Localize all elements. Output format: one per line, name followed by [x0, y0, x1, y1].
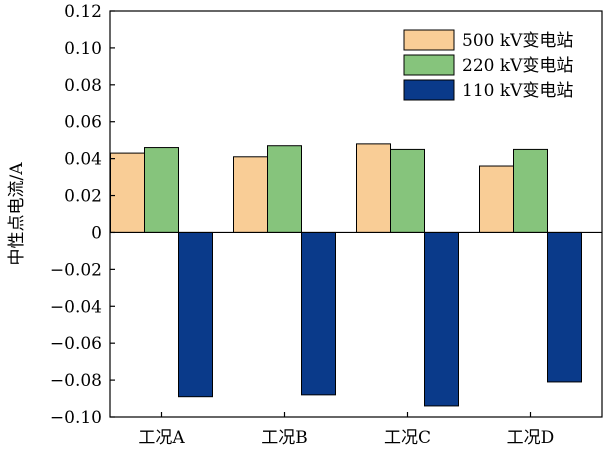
legend-swatch: [403, 29, 455, 51]
x-tick-label: 工况D: [507, 428, 555, 448]
bar-500-kV变电站-工况B: [233, 156, 268, 233]
x-axis: 工况A 工况B 工况C 工况D: [138, 412, 554, 448]
y-tick-label: −0.10: [50, 408, 102, 428]
legend-label: 220 kV变电站: [462, 56, 573, 76]
bars-group: [110, 143, 582, 407]
x-tick-label: 工况B: [261, 428, 308, 448]
x-tick-label: 工况C: [384, 428, 431, 448]
y-tick-label: 0.04: [64, 150, 102, 170]
bar-110-kV变电站-工况C: [424, 231, 459, 407]
y-tick-label: −0.08: [50, 371, 102, 391]
y-tick-label: 0.12: [64, 2, 102, 22]
legend-swatch: [403, 79, 455, 101]
bar-110-kV变电站-工况D: [547, 231, 582, 383]
bar-220-kV变电站-工况B: [267, 145, 302, 233]
y-tick-label: 0: [91, 223, 102, 243]
y-axis-label: 中性点电流/A: [7, 162, 27, 266]
y-tick-label: −0.04: [50, 297, 102, 317]
legend-label: 500 kV变电站: [462, 31, 573, 51]
y-tick-label: −0.06: [50, 334, 102, 354]
x-tick-label: 工况A: [138, 428, 185, 448]
y-tick-label: 0.06: [64, 113, 102, 133]
plot-frame: [109, 10, 603, 418]
bar-220-kV变电站-工况D: [513, 148, 548, 233]
bar-110-kV变电站-工况B: [301, 231, 336, 396]
legend: 500 kV变电站 220 kV变电站 110 kV变电站: [403, 29, 573, 101]
bar-500-kV变电站-工况A: [110, 152, 145, 233]
bar-500-kV变电站-工况C: [356, 143, 391, 233]
bar-220-kV变电站-工况C: [390, 148, 425, 233]
bar-110-kV变电站-工况A: [178, 231, 213, 398]
y-tick-label: −0.02: [50, 260, 102, 280]
bar-500-kV变电站-工况D: [479, 165, 514, 233]
y-tick-label: 0.08: [64, 76, 102, 96]
legend-swatch: [403, 54, 455, 76]
y-axis: 0.12 0.10 0.08 0.06 0.04 0.02 0 −0.02 −0.04 −0.06…: [50, 2, 603, 428]
y-tick-label: 0.02: [64, 187, 102, 207]
bar-220-kV变电站-工况A: [144, 147, 179, 233]
legend-label: 110 kV变电站: [462, 81, 573, 101]
y-tick-label: 0.10: [64, 39, 102, 59]
